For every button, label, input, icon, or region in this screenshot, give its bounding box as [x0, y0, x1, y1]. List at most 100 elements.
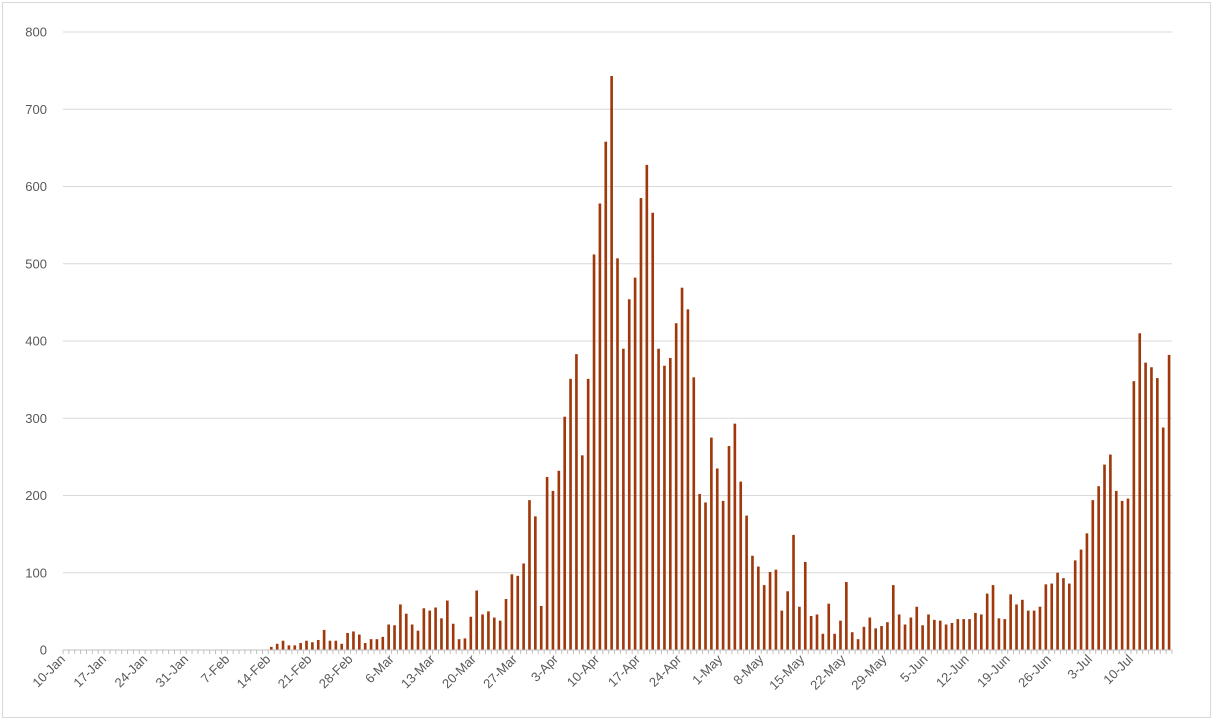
y-tick-label: 500	[25, 256, 47, 271]
bar	[534, 516, 537, 650]
bar	[299, 643, 302, 650]
bar	[733, 423, 737, 650]
bar	[422, 608, 426, 650]
bar	[352, 631, 355, 650]
x-tick-label: 12-Jun	[933, 652, 972, 691]
bar	[768, 571, 772, 650]
bar	[809, 616, 813, 650]
bar	[774, 569, 778, 650]
bar	[1062, 578, 1065, 650]
x-tick-label: 10-Jul	[1100, 651, 1136, 687]
bar	[1126, 498, 1130, 650]
bar	[1038, 606, 1042, 650]
bar	[498, 620, 502, 650]
bar	[510, 574, 514, 650]
bar	[416, 630, 420, 650]
bar	[569, 378, 572, 650]
bar	[381, 636, 385, 650]
bar	[956, 619, 960, 650]
bar	[786, 591, 789, 650]
bar	[710, 437, 713, 650]
bar	[551, 490, 555, 650]
y-tick-label: 700	[25, 102, 47, 117]
y-tick-label: 100	[25, 565, 47, 580]
x-tick-label: 21-Feb	[275, 652, 315, 692]
bar	[446, 600, 449, 650]
bar	[269, 646, 273, 650]
bar	[880, 626, 883, 650]
bar	[1021, 599, 1024, 650]
bar	[856, 639, 860, 650]
bar	[874, 628, 877, 650]
y-tick-label: 600	[25, 179, 47, 194]
x-tick-label: 5-Jun	[897, 652, 931, 686]
bar	[1114, 490, 1118, 650]
bar	[839, 620, 842, 650]
bar	[933, 619, 936, 650]
bar	[657, 348, 660, 650]
bar	[404, 613, 408, 650]
bar	[792, 534, 795, 650]
bar	[715, 468, 719, 650]
bar	[1050, 583, 1054, 650]
x-tick-label: 10-Apr	[564, 651, 603, 690]
bar	[979, 614, 983, 650]
bar	[434, 607, 437, 650]
bar	[727, 446, 731, 650]
bars	[269, 76, 1171, 651]
bar	[1003, 619, 1007, 650]
bar	[451, 623, 455, 650]
x-tick-label: 1-May	[689, 651, 725, 687]
x-tick-label: 28-Feb	[316, 652, 356, 692]
bar	[991, 585, 995, 650]
x-tick-label: 14-Feb	[234, 652, 274, 692]
bar	[645, 164, 649, 650]
bar	[387, 624, 390, 650]
bar	[1044, 584, 1048, 650]
y-tick-label: 800	[25, 25, 47, 40]
bar	[1026, 610, 1030, 650]
x-tick-label: 7-Feb	[198, 652, 233, 687]
bar	[1150, 367, 1153, 650]
bar	[903, 624, 907, 650]
bar	[287, 645, 291, 650]
bar	[363, 643, 367, 650]
x-tick-label: 31-Jan	[153, 652, 192, 691]
bar	[1144, 362, 1147, 650]
bar	[1085, 533, 1089, 650]
bar	[780, 610, 784, 650]
bar	[375, 639, 379, 650]
bar	[492, 617, 496, 650]
bar	[921, 625, 924, 650]
bar	[704, 502, 707, 650]
bar	[909, 617, 913, 650]
bar	[1009, 594, 1012, 650]
bar	[974, 612, 977, 650]
bar	[410, 624, 414, 650]
bar	[1097, 486, 1100, 650]
bar	[686, 309, 690, 650]
bar	[627, 299, 631, 650]
bar	[938, 620, 942, 650]
bar	[891, 585, 895, 650]
bar	[322, 629, 326, 650]
x-tick-label: 27-Mar	[480, 651, 520, 691]
bar	[950, 622, 954, 650]
bar	[721, 500, 725, 650]
bar	[692, 377, 696, 650]
bar	[663, 365, 666, 650]
bar	[845, 582, 848, 650]
bar	[586, 378, 590, 650]
x-tick-label: 15-May	[766, 651, 808, 693]
bar	[463, 638, 467, 650]
x-tick-label: 24-Apr	[646, 651, 685, 690]
bar	[1067, 583, 1071, 650]
bar	[985, 593, 989, 650]
bar	[340, 643, 344, 650]
bar	[580, 455, 584, 650]
bar	[592, 254, 596, 651]
x-tick-label: 8-May	[730, 651, 766, 687]
bar	[944, 624, 948, 650]
bar	[1161, 427, 1165, 650]
bar	[1103, 464, 1106, 650]
